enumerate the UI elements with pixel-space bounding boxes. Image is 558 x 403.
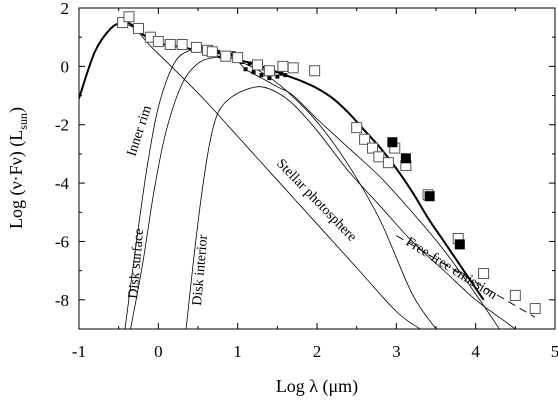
y-axis-label-main: Log (ν·Fν) (L [6, 130, 27, 229]
open-square-point [478, 268, 490, 280]
y-tick-label: -4 [55, 174, 70, 193]
x-tick-label: 1 [233, 342, 242, 361]
y-tick-label: 0 [61, 57, 70, 76]
filled-square-point [454, 239, 465, 250]
y-tick-label: -2 [55, 116, 69, 135]
open-square-point [309, 65, 321, 77]
open-square-point [252, 59, 263, 71]
filled-square-point [400, 153, 411, 164]
x-tick-label: 3 [392, 342, 401, 361]
x-tick-label: 2 [313, 342, 322, 361]
open-square-point [351, 122, 363, 134]
spectrum-point [247, 61, 252, 66]
open-square-point [509, 289, 521, 301]
spectrum-point [215, 49, 220, 54]
open-square-point [164, 38, 176, 50]
open-square-point [367, 142, 379, 154]
open-square-point [133, 22, 144, 34]
open-square-point [277, 60, 289, 72]
x-tick-label: 0 [154, 342, 163, 361]
open-square-point [117, 17, 129, 29]
spectrum-point [267, 76, 272, 81]
open-square-point [206, 46, 218, 58]
open-square-point [123, 11, 135, 23]
annotation-disk-interior: Disk interior [190, 234, 211, 307]
open-square-point [529, 303, 541, 315]
x-axis-label: Log λ (μm) [276, 376, 358, 397]
spectrum-point [283, 73, 288, 78]
x-tick-label: 5 [551, 342, 558, 361]
filled-square-point [424, 191, 435, 202]
curve-disk-interior [185, 86, 516, 329]
annotation-stellar-photosphere: Stellar photosphere [273, 156, 359, 244]
spectrum-point [251, 70, 256, 75]
curve-stellar-photosphere [79, 23, 421, 329]
axis-ticks: -1 0 1 2 3 4 5 2 0 -2 -4 -6 -8 [55, 0, 558, 361]
open-square-point [152, 36, 164, 48]
open-square-point [190, 41, 202, 53]
spectrum-point [199, 45, 204, 50]
open-square-point [373, 151, 385, 163]
curve-free-free [396, 235, 536, 318]
spectrum-point [243, 67, 248, 72]
y-tick-label: 2 [61, 0, 70, 18]
spectrum-point [259, 73, 264, 78]
data-points [117, 11, 541, 315]
y-axis-label: Log (ν·Fν) (Lsun) [6, 107, 30, 229]
spectrum-point [279, 71, 284, 76]
open-square-point [232, 52, 244, 64]
filled-square-point [387, 137, 398, 148]
y-tick-label: -6 [55, 232, 69, 251]
open-square-point [287, 62, 299, 74]
open-square-point [263, 65, 275, 77]
curve-inner-rim [124, 48, 437, 329]
y-axis-label-sub: sun [16, 113, 30, 130]
y-tick-label: -8 [55, 291, 69, 310]
y-axis-label-close: ) [6, 107, 27, 113]
annotation-disk-surface: Disk surface [126, 228, 147, 299]
open-square-point [220, 50, 232, 62]
annotation-inner-rim: Inner rim [125, 104, 156, 159]
open-square-point [382, 157, 394, 169]
x-tick-label: 4 [471, 342, 480, 361]
x-tick-label: -1 [72, 342, 86, 361]
open-square-point [176, 38, 188, 50]
spectrum-point [275, 74, 280, 79]
open-square-point [359, 133, 371, 145]
